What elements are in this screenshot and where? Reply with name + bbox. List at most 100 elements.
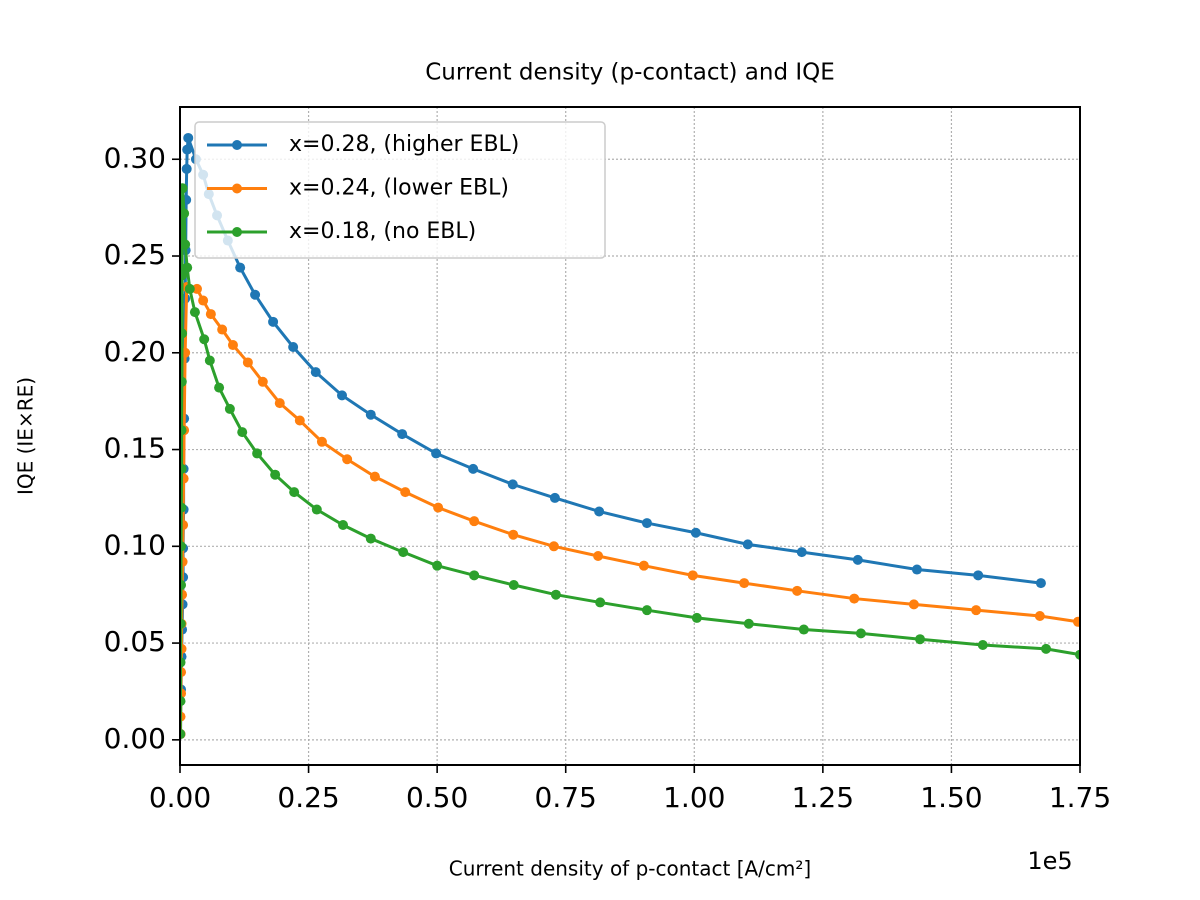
data-point [337, 390, 347, 401]
data-point [288, 341, 299, 352]
data-point [214, 382, 225, 393]
data-point [180, 425, 187, 436]
data-point [311, 504, 322, 515]
data-point [180, 239, 191, 250]
data-point [1041, 643, 1052, 654]
data-point [911, 564, 922, 575]
y-tick-label: 0.30 [104, 141, 166, 174]
data-point [548, 541, 559, 552]
y-tick-label: 0.00 [104, 722, 166, 755]
data-point [977, 640, 988, 651]
data-point [915, 634, 926, 645]
plot-area [180, 132, 1080, 740]
x-tick-label: 1.75 [1049, 781, 1111, 814]
data-point [849, 593, 860, 604]
data-point [250, 289, 261, 300]
data-point [641, 518, 652, 529]
data-point [1035, 578, 1046, 589]
data-point [641, 605, 652, 616]
data-point [316, 436, 327, 447]
data-point [224, 403, 235, 414]
data-point [690, 527, 701, 538]
data-point [181, 163, 192, 174]
data-point [798, 624, 809, 635]
data-point [432, 560, 443, 571]
y-tick-label: 0.15 [104, 432, 166, 465]
x-offset-label: 1e5 [1027, 847, 1072, 875]
data-point [180, 729, 186, 740]
data-point [549, 492, 560, 503]
data-point [792, 585, 803, 596]
data-point [365, 409, 376, 420]
data-point [739, 578, 750, 589]
x-tick-label: 1.50 [920, 781, 982, 814]
data-point [180, 208, 190, 219]
data-point [182, 144, 193, 155]
data-point [204, 355, 215, 366]
data-point [638, 560, 649, 571]
legend-box [194, 121, 606, 259]
y-tick-label: 0.20 [104, 335, 166, 368]
data-point [687, 570, 698, 581]
y-tick-label: 0.10 [104, 528, 166, 561]
data-point [180, 502, 187, 513]
data-point [184, 283, 195, 294]
data-point [242, 357, 253, 368]
data-point [180, 463, 187, 474]
x-axis-label: Current density of p-contact [A/cm²] [449, 857, 811, 881]
ticks: 0.00 0.25 0.50 0.75 1.00 1.25 1.50 1.75 0.00 0.05… [104, 141, 1112, 814]
data-point [742, 539, 753, 550]
data-point [691, 612, 702, 623]
data-point [1034, 610, 1045, 621]
data-point [342, 454, 353, 465]
data-point [855, 628, 866, 639]
x-tick-label: 0.25 [277, 781, 339, 814]
data-point [594, 506, 605, 517]
data-point [252, 448, 263, 459]
legend-label: x=0.24, (lower EBL) [289, 176, 509, 201]
data-point [1072, 616, 1080, 627]
data-point [191, 283, 202, 294]
legend-marker [232, 140, 242, 150]
data-point [180, 183, 188, 194]
data-point [235, 262, 246, 273]
x-tick-label: 1.00 [663, 781, 725, 814]
data-point [971, 605, 982, 616]
data-point [217, 324, 228, 335]
legend-label: x=0.18, (no EBL) [289, 219, 476, 244]
y-tick-label: 0.05 [104, 625, 166, 658]
data-point [268, 316, 279, 327]
y-axis-label: IQE (IE×RE) [14, 377, 38, 495]
data-point [508, 529, 519, 540]
data-point [182, 262, 193, 273]
data-point [365, 533, 376, 544]
legend: x=0.28, (higher EBL) x=0.24, (lower EBL) x… [194, 121, 606, 259]
data-point [398, 547, 409, 558]
data-point [397, 429, 408, 440]
data-point [852, 554, 863, 565]
data-point [595, 597, 606, 608]
legend-marker [232, 183, 242, 194]
y-tick-label: 0.25 [104, 238, 166, 271]
x-tick-label: 0.75 [535, 781, 597, 814]
x-tick-label: 0.00 [149, 781, 211, 814]
axes-frame [179, 106, 1081, 766]
data-point [294, 415, 305, 426]
data-point [180, 657, 186, 668]
data-point [189, 307, 200, 318]
data-point [180, 618, 186, 629]
data-point [198, 295, 209, 306]
data-point [743, 618, 754, 629]
legend-marker [232, 227, 242, 237]
data-point [180, 696, 186, 707]
data-point [469, 516, 480, 527]
data-point [469, 570, 480, 581]
data-point [180, 580, 187, 591]
data-point [550, 589, 561, 600]
data-point [431, 448, 442, 459]
data-point [400, 487, 411, 498]
data-point [507, 479, 518, 490]
data-point [1075, 649, 1080, 660]
data-point [468, 463, 479, 474]
